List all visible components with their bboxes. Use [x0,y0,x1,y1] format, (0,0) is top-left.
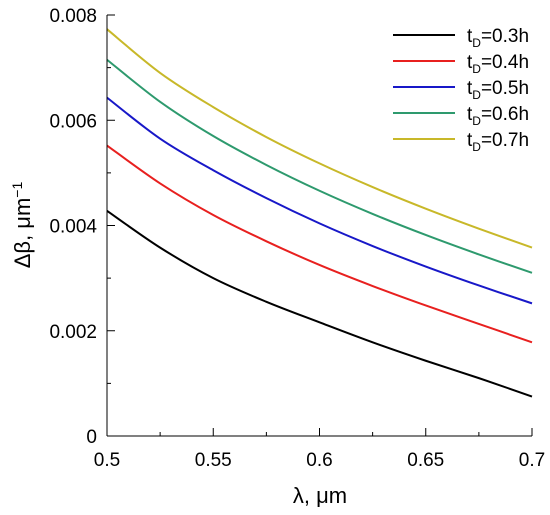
x-tick-label: 0.5 [94,450,120,471]
y-tick-label: 0.002 [49,322,97,343]
legend-label-2: tD=0.4h [467,52,529,76]
y-tick-label: 0 [86,427,97,448]
series-lines [106,28,533,398]
series-line-3 [106,96,533,305]
x-tick-label: 0.65 [407,450,444,471]
x-tick-label: 0.6 [306,450,332,471]
legend-label-5: tD=0.7h [467,130,529,154]
y-axis-title-main: Δβ, μm [10,198,35,269]
y-tick-label: 0.006 [49,111,97,132]
tick-labels: 0.5 0.55 0.6 0.65 0.7 0 0.002 0.004 0.006 0.008 [49,6,545,471]
y-axis-title-superscript: −1 [9,182,25,198]
axis-ticks [106,14,533,437]
legend-label-3: tD=0.5h [467,78,529,102]
series-line-4 [106,58,533,274]
x-tick-label: 0.55 [195,450,232,471]
y-axis-title: Δβ, μm−1 [9,182,35,269]
series-line-1 [106,209,533,398]
y-tick-label: 0.004 [49,217,97,238]
series-line-2 [106,144,533,344]
series-line-5 [106,28,533,249]
legend-label-1: tD=0.3h [467,26,529,50]
legend-label-4: tD=0.6h [467,104,529,128]
x-axis-title: λ, μm [293,483,347,508]
x-tick-label: 0.7 [519,450,545,471]
y-tick-label: 0.008 [49,6,97,27]
